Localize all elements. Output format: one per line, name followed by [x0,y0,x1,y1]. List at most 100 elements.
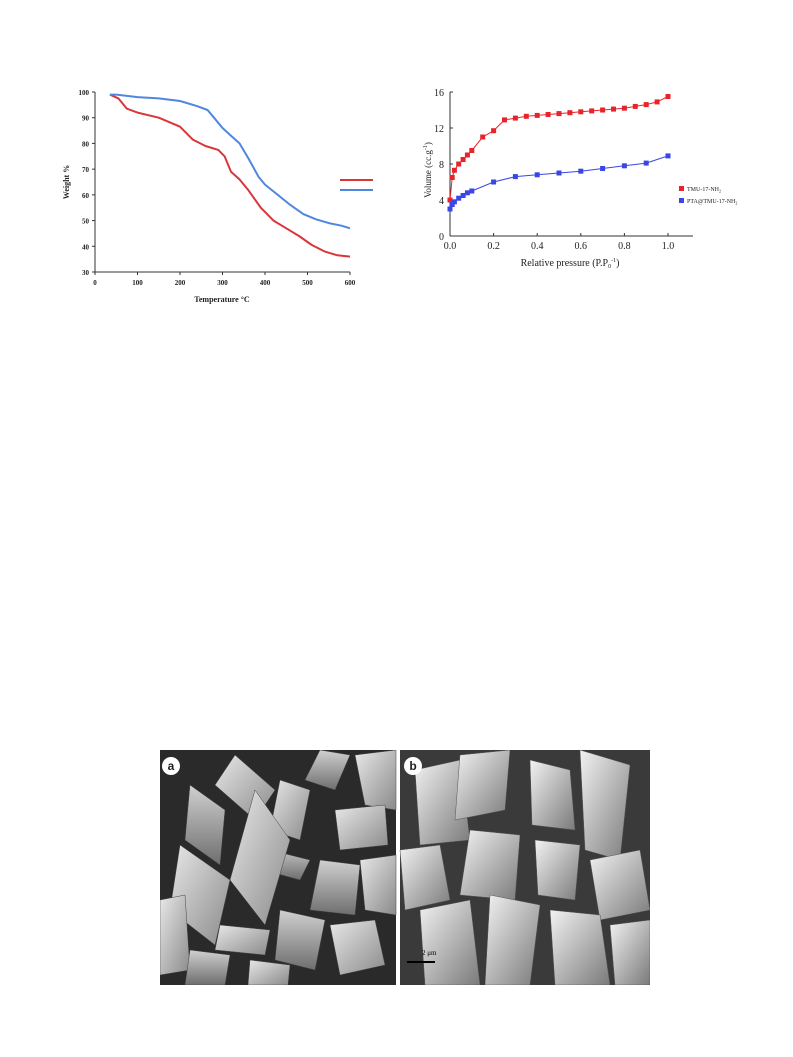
tga-x-tick-label: 300 [217,279,228,287]
bet-data-point-1 [480,134,486,140]
bet-data-point-2 [464,190,470,196]
bet-y-tick-label: 0 [439,232,444,243]
tga-series-lines [109,93,351,258]
bet-data-point-1 [600,107,606,113]
bet-legend-label-2-sub: 2 [735,201,737,206]
sem-panel-b-crystals [399,750,650,985]
bet-data-point-1 [447,197,453,203]
bet-data-point-1 [643,102,649,108]
bet-data-point-1 [534,112,540,118]
bet-y-ticks: 0 4 8 12 16 [434,88,453,243]
bet-data-point-1 [632,103,638,109]
tga-y-tick-label: 80 [82,140,90,148]
tga-series-line-a [109,93,351,258]
sem-panel-b-label-badge [404,757,422,775]
bet-data-point-1 [654,99,660,105]
bet-legend-label-1-main: TMU-17-NH [687,187,720,193]
bet-y-tick-label: 4 [439,196,444,207]
sem-panel-b: b 2 μm [399,750,650,985]
bet-data-point-1 [545,112,551,117]
tga-y-tick-label: 60 [82,192,90,200]
bet-x-label-sup: -1 [611,258,616,264]
bet-data-point-1 [449,175,455,180]
sem-panel-a-label: a [168,759,175,773]
bet-data-point-2 [600,166,606,171]
bet-data-point-1 [621,105,627,111]
tga-x-axis-label: Temperature °C [194,295,250,304]
bet-legend-swatch-2 [679,198,684,203]
bet-data-point-2 [556,170,562,176]
tga-x-ticks: 0 100 200 300 400 500 600 [93,272,356,287]
bet-x-label-sub: 0 [608,264,611,270]
bet-y-label-main: Volume (cc.g [423,150,433,198]
bet-data-point-1 [451,167,457,173]
bet-data-point-2 [491,179,497,185]
bet-x-tick-label: 0.6 [575,241,588,252]
bet-data-point-2 [460,193,466,198]
bet-data-point-2 [643,160,649,166]
sem-panel-b-label: b [409,759,416,773]
tga-y-tick-label: 30 [82,269,90,277]
tga-y-tick-label: 50 [82,218,90,226]
bet-series-line-2 [449,155,669,210]
tga-y-axis-label: Weight % [62,165,71,199]
bet-data-point-2 [578,168,584,174]
tga-y-tick-label: 40 [82,243,90,251]
bet-data-point-1 [491,128,497,134]
bet-y-label-end: ) [423,142,433,145]
bet-x-axis-label: Relative pressure (P.P0-1) [521,258,620,270]
sem-panel-a-crystals [160,750,397,985]
bet-y-tick-label: 12 [434,124,444,135]
bet-data-point-1 [578,109,584,115]
bet-data-point-2 [512,174,518,180]
tga-x-tick-label: 600 [345,279,356,287]
bet-x-tick-label: 0.0 [444,241,457,252]
bet-x-ticks: 0.0 0.2 0.4 0.6 0.8 1.0 [444,233,675,252]
bet-data-point-1 [567,110,573,116]
bet-x-tick-label: 0.2 [487,241,500,252]
tga-chart: 30 40 50 60 70 80 90 100 0 100 200 300 400 500 600 Te… [62,89,373,304]
tga-x-tick-label: 0 [93,279,97,287]
bet-data-point-1 [456,161,462,167]
bet-chart: 0 4 8 12 16 0.0 0.2 0.4 0.6 0.8 1.0 Relative pres… [423,88,737,270]
bet-data-point-2 [447,206,453,212]
sem-figure: a b 2 μm [160,750,650,985]
bet-data-point-1 [556,111,562,117]
bet-data-point-2 [456,195,462,201]
bet-x-label-main: Relative pressure (P.P [521,258,609,269]
tga-y-ticks: 30 40 50 60 70 80 90 100 [79,89,95,277]
tga-x-tick-label: 500 [302,279,313,287]
bet-x-tick-label: 1.0 [662,241,675,252]
bet-legend-label-2: PTA@TMU-17-NH2 [687,199,737,206]
bet-x-tick-label: 0.4 [531,241,544,252]
bet-data-point-2 [534,172,540,178]
bet-data-point-1 [464,152,470,158]
bet-legend-label-1-sub: 2 [719,189,721,194]
tga-y-tick-label: 100 [79,89,90,97]
bet-y-label-sup: -1 [423,145,429,150]
tga-y-tick-label: 90 [82,115,90,123]
bet-data-point-1 [502,117,507,123]
bet-data-point-1 [512,115,518,121]
bet-y-tick-label: 16 [434,88,444,99]
tga-legend: a b [340,179,373,191]
tga-x-tick-label: 200 [175,279,186,287]
sem-panel-a-label-badge [162,757,180,775]
bet-data-point-1 [611,106,616,112]
bet-data-point-2 [451,199,457,205]
bet-x-tick-label: 0.8 [618,241,631,252]
bet-series [447,94,671,212]
bet-data-point-1 [469,148,475,153]
bet-data-point-1 [589,108,595,114]
tga-series-line-b [109,93,351,230]
bet-data-point-1 [460,157,466,162]
bet-data-point-1 [665,94,671,99]
bet-y-axis-label: Volume (cc.g-1) [423,142,433,198]
bet-data-point-2 [469,188,475,194]
bet-data-point-2 [449,202,455,207]
bet-legend: TMU-17-NH2 PTA@TMU-17-NH2 [679,186,737,206]
bet-legend-swatch-1 [679,186,684,191]
tga-x-tick-label: 400 [260,279,271,287]
bet-x-label-end: ) [616,258,619,269]
sem-scale-bar-label: 2 μm [422,949,437,957]
